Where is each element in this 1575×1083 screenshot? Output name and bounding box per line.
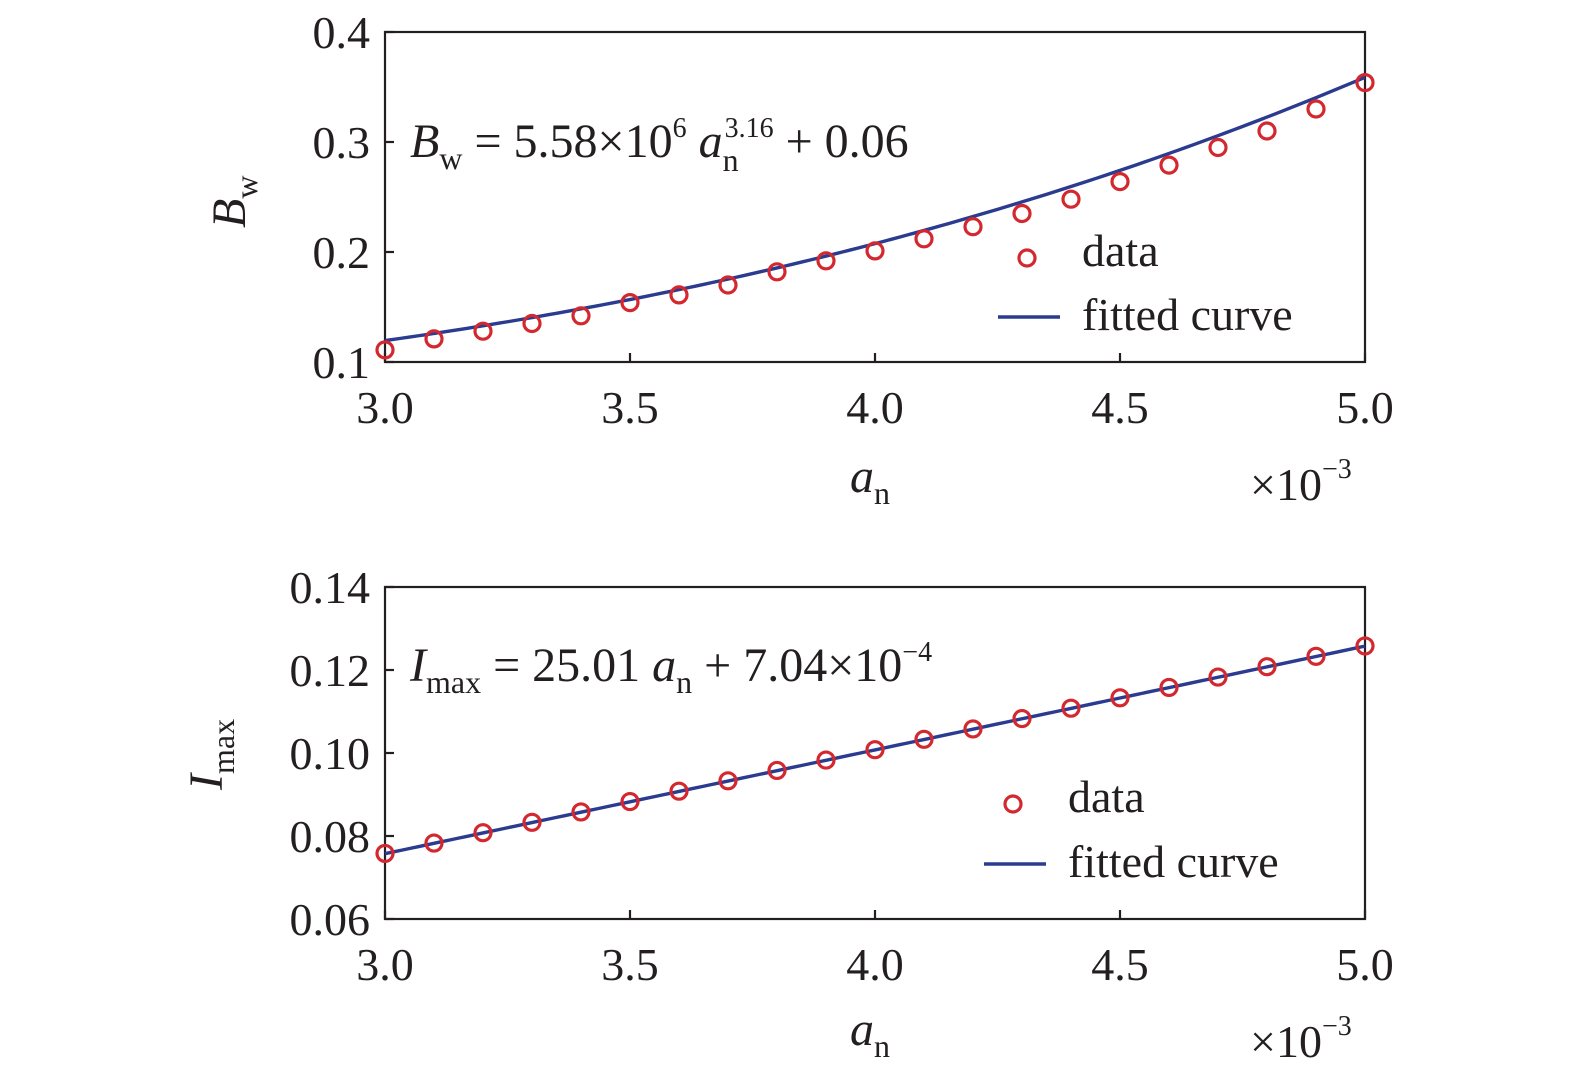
data-point xyxy=(816,750,836,770)
data-point xyxy=(1306,99,1326,119)
legend-label-data: data xyxy=(1068,771,1145,822)
x-tick-label: 3.0 xyxy=(356,939,414,990)
y-tick-label: 0.10 xyxy=(290,728,371,779)
data-point xyxy=(1257,657,1277,677)
data-point xyxy=(669,285,689,305)
data-point xyxy=(1159,677,1179,698)
legend-label-data: data xyxy=(1082,225,1159,276)
x-tick-label: 5.0 xyxy=(1336,382,1394,433)
y-tick-label: 0.12 xyxy=(290,645,371,696)
x-tick-label: 3.0 xyxy=(356,382,414,433)
y-tick-label: 0.3 xyxy=(313,117,371,168)
x-tick-label: 4.5 xyxy=(1091,939,1149,990)
data-point xyxy=(963,719,983,739)
data-point xyxy=(1159,155,1179,175)
x-tick-label: 3.5 xyxy=(601,939,659,990)
data-point xyxy=(522,313,542,334)
legend: data fitted curve xyxy=(998,225,1293,340)
data-point xyxy=(718,771,738,791)
y-tick-label: 0.06 xyxy=(290,894,371,945)
chart-imax: 3.0 3.5 4.0 4.5 5.0 0.06 0.08 0.10 0.12 … xyxy=(180,562,1394,1067)
fit-equation: Bw = 5.58×106 an3.16 + 0.06 xyxy=(410,113,909,178)
chart-bw: 3.0 3.5 4.0 4.5 5.0 0.1 0.2 0.3 0.4 an ×… xyxy=(203,7,1394,511)
data-point xyxy=(522,812,542,832)
data-points xyxy=(375,72,1375,360)
data-point xyxy=(1012,708,1032,729)
data-point xyxy=(620,293,640,313)
data-point xyxy=(1110,172,1130,192)
data-point xyxy=(669,781,689,801)
x-axis-label: an xyxy=(850,1003,890,1064)
data-point xyxy=(571,802,591,822)
data-point xyxy=(865,740,885,760)
y-tick-label: 0.4 xyxy=(313,7,371,58)
axis-ticks xyxy=(383,30,1367,364)
data-point xyxy=(914,729,934,749)
data-point xyxy=(1257,121,1277,141)
data-point xyxy=(424,833,444,853)
data-point xyxy=(473,321,493,341)
data-point xyxy=(571,306,591,326)
data-point xyxy=(1061,189,1081,209)
data-point xyxy=(1110,688,1130,708)
x-tick-label: 4.0 xyxy=(846,939,904,990)
axis-ticks xyxy=(383,585,1367,921)
data-point xyxy=(375,843,395,864)
data-point xyxy=(767,760,787,781)
y-axis-label: Bw xyxy=(203,176,264,228)
legend-marker-data xyxy=(1017,248,1037,268)
data-point xyxy=(963,217,983,237)
data-point xyxy=(620,791,640,812)
data-point xyxy=(1012,203,1032,224)
x-tick-label: 4.5 xyxy=(1091,382,1149,433)
y-tick-label: 0.2 xyxy=(313,227,371,278)
x-tick-label: 4.0 xyxy=(846,382,904,433)
fitted-curve-line xyxy=(384,644,1366,856)
legend: data fitted curve xyxy=(984,771,1279,887)
fit-equation: Imax = 25.01 an + 7.04×10−4 xyxy=(409,637,932,700)
data-point xyxy=(718,275,738,295)
fit-layer xyxy=(384,644,1366,856)
data-point xyxy=(375,340,395,360)
x-tick-label: 5.0 xyxy=(1336,939,1394,990)
legend-label-fit: fitted curve xyxy=(1082,289,1293,340)
legend-marker-data xyxy=(1003,794,1023,814)
data-point xyxy=(1355,72,1375,93)
legend-label-fit: fitted curve xyxy=(1068,836,1279,887)
data-point xyxy=(767,262,787,282)
data-point xyxy=(1208,667,1228,687)
x-multiplier: ×10−3 xyxy=(1250,454,1352,510)
data-point xyxy=(816,251,836,271)
data-point xyxy=(424,329,444,349)
data-point xyxy=(1306,646,1326,666)
data-point xyxy=(1208,137,1228,158)
x-axis-label: an xyxy=(850,450,890,511)
data-point xyxy=(865,241,885,261)
data-point xyxy=(473,823,493,843)
data-points xyxy=(375,636,1375,864)
y-tick-label: 0.08 xyxy=(290,811,371,862)
data-point xyxy=(914,229,934,249)
data-point xyxy=(1061,698,1081,718)
y-axis-label: Imax xyxy=(180,719,241,791)
x-multiplier: ×10−3 xyxy=(1250,1011,1352,1067)
data-point xyxy=(1355,636,1375,656)
x-tick-label: 3.5 xyxy=(601,382,659,433)
y-tick-label: 0.1 xyxy=(313,337,371,388)
y-tick-label: 0.14 xyxy=(290,562,371,613)
